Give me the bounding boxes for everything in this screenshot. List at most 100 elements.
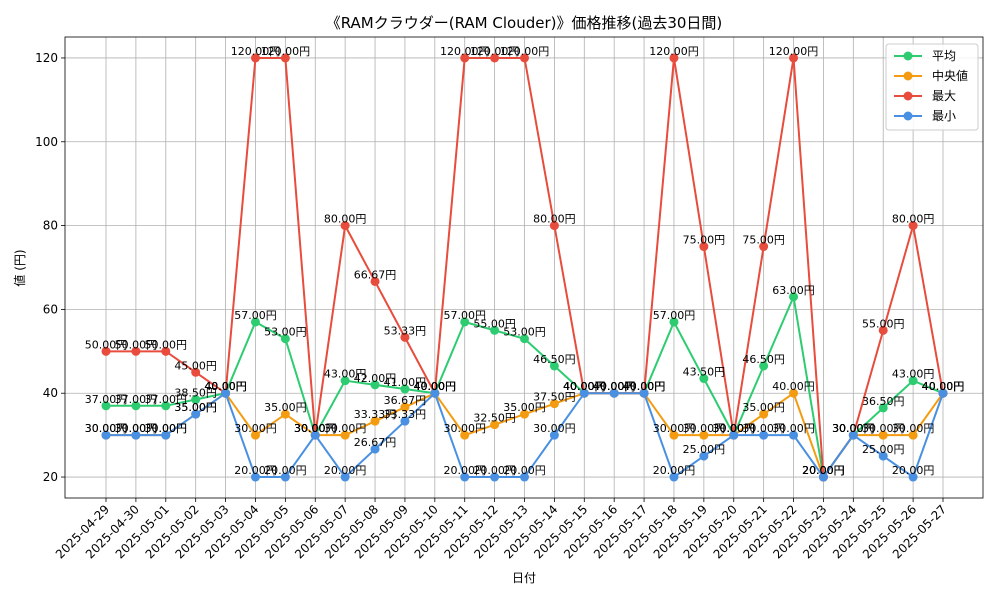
data-label: 43.50円	[683, 366, 726, 379]
data-label: 50.00円	[145, 338, 188, 351]
data-label: 40.00円	[563, 380, 606, 393]
data-point	[490, 472, 500, 482]
data-point	[669, 317, 679, 327]
data-label: 41.00円	[384, 376, 427, 389]
data-label: 37.00円	[145, 393, 188, 406]
data-label: 30.00円	[294, 422, 337, 435]
data-label: 25.00円	[683, 443, 726, 456]
data-point	[490, 53, 500, 63]
data-label: 20.00円	[443, 464, 486, 477]
data-label: 20.00円	[503, 464, 546, 477]
data-point	[161, 346, 171, 356]
data-label: 40.00円	[204, 380, 247, 393]
data-point	[549, 399, 559, 409]
y-tick-label: 40	[43, 386, 58, 400]
data-label: 75.00円	[683, 234, 726, 247]
data-point	[908, 376, 918, 386]
data-point	[789, 388, 799, 398]
data-point	[131, 401, 141, 411]
data-label: 20.00円	[802, 464, 845, 477]
data-label: 46.50円	[742, 353, 785, 366]
data-label: 35.00円	[174, 401, 217, 414]
data-label: 20.00円	[473, 464, 516, 477]
data-label: 40.00円	[922, 380, 965, 393]
data-point	[250, 317, 260, 327]
data-point	[789, 53, 799, 63]
data-label: 40.00円	[623, 380, 666, 393]
data-point	[370, 380, 380, 390]
data-point	[430, 388, 440, 398]
data-point	[908, 472, 918, 482]
data-label: 30.00円	[294, 422, 337, 435]
data-point	[759, 409, 769, 419]
data-label: 40.00円	[922, 380, 965, 393]
data-point	[848, 430, 858, 440]
data-point	[370, 276, 380, 286]
data-point	[101, 401, 111, 411]
data-point	[609, 388, 619, 398]
y-axis-label: 値 (円)	[12, 249, 27, 286]
legend-label: 最小	[932, 109, 956, 123]
data-point	[818, 472, 828, 482]
data-label: 40.00円	[922, 380, 965, 393]
data-label: 30.00円	[85, 422, 128, 435]
data-label: 40.00円	[414, 380, 457, 393]
data-label: 46.50円	[533, 353, 576, 366]
legend-box	[885, 43, 979, 131]
series-layer	[101, 53, 948, 482]
data-label: 53.00円	[264, 326, 307, 339]
data-label: 40.00円	[563, 380, 606, 393]
data-label: 40.00円	[593, 380, 636, 393]
data-point	[340, 472, 350, 482]
data-point	[699, 242, 709, 252]
data-point	[400, 402, 410, 412]
data-label: 40.00円	[563, 380, 606, 393]
data-label: 20.00円	[802, 464, 845, 477]
data-label: 45.00円	[174, 359, 217, 372]
data-label: 30.00円	[443, 422, 486, 435]
data-point	[400, 384, 410, 394]
data-label: 30.00円	[653, 422, 696, 435]
data-point	[729, 430, 739, 440]
data-point	[101, 346, 111, 356]
y-axis: 20 40 60 80 100 120	[35, 51, 65, 484]
data-label: 20.00円	[264, 464, 307, 477]
data-label: 20.00円	[653, 464, 696, 477]
data-point	[370, 416, 380, 426]
data-label: 55.00円	[862, 317, 905, 330]
data-label: 35.00円	[264, 401, 307, 414]
data-label: 30.00円	[713, 422, 756, 435]
x-axis-label: 日付	[512, 571, 536, 585]
data-point	[191, 367, 201, 377]
data-label: 30.00円	[145, 422, 188, 435]
data-label: 37.00円	[115, 393, 158, 406]
data-label: 20.00円	[802, 464, 845, 477]
data-label: 35.00円	[174, 401, 217, 414]
data-label: 32.50円	[473, 412, 516, 425]
data-point	[310, 430, 320, 440]
legend-label: 中央値	[932, 68, 968, 83]
data-point	[878, 430, 888, 440]
y-tick-label: 20	[43, 470, 58, 484]
data-label: 38.50円	[174, 387, 217, 400]
data-label: 50.00円	[115, 338, 158, 351]
data-point	[878, 451, 888, 461]
data-label: 40.00円	[204, 380, 247, 393]
y-tick-label: 120	[35, 51, 58, 65]
data-label: 30.00円	[683, 422, 726, 435]
data-label: 40.00円	[772, 380, 815, 393]
data-label: 30.00円	[832, 422, 875, 435]
legend-marker	[903, 51, 913, 61]
data-label: 120.00円	[649, 45, 699, 58]
data-label: 30.00円	[772, 422, 815, 435]
data-point	[280, 53, 290, 63]
data-point	[759, 430, 769, 440]
data-label: 30.00円	[145, 422, 188, 435]
data-label: 40.00円	[623, 380, 666, 393]
data-label: 30.00円	[862, 422, 905, 435]
data-label: 40.00円	[922, 380, 965, 393]
data-point	[789, 292, 799, 302]
data-label: 40.00円	[593, 380, 636, 393]
